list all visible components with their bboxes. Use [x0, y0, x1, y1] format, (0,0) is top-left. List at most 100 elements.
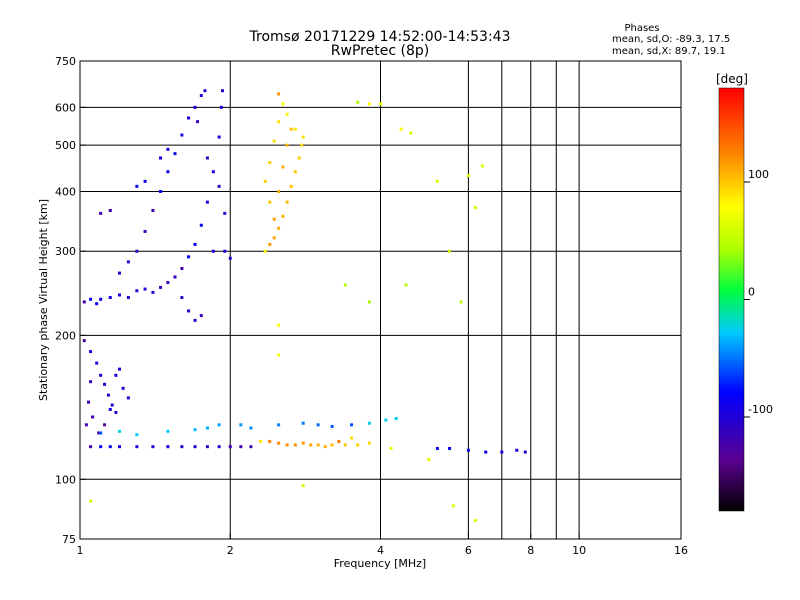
data-point — [95, 361, 99, 365]
data-point — [193, 445, 197, 449]
colorbar: [deg] 100 0 -100 — [716, 72, 773, 512]
data-point — [211, 170, 215, 174]
data-point — [293, 170, 297, 174]
data-point — [193, 318, 197, 322]
data-point — [135, 445, 139, 449]
data-point — [135, 184, 139, 188]
data-point — [95, 302, 99, 306]
data-point — [239, 423, 243, 427]
data-point — [199, 223, 203, 227]
data-point — [121, 386, 125, 390]
data-point — [99, 445, 103, 449]
data-point — [166, 445, 170, 449]
data-point — [356, 443, 360, 447]
data-point — [367, 441, 371, 445]
data-point — [379, 102, 382, 106]
data-point — [166, 170, 170, 174]
y-tick-label: 100 — [55, 473, 76, 486]
data-point — [448, 249, 452, 253]
data-point — [394, 417, 398, 421]
colorbar-ticks: 100 0 -100 — [744, 168, 773, 418]
data-point — [82, 300, 86, 304]
data-point — [316, 443, 320, 447]
data-point — [151, 445, 155, 449]
x-tick-label: 4 — [377, 544, 384, 557]
colorbar-gradient — [718, 87, 745, 512]
data-point — [466, 174, 470, 178]
data-point — [89, 350, 93, 354]
data-point — [166, 281, 170, 285]
data-point — [300, 143, 304, 147]
data-point — [515, 448, 519, 452]
data-points — [82, 89, 527, 522]
x-tick-label: 16 — [674, 544, 688, 557]
data-point — [135, 433, 139, 437]
data-point — [205, 200, 209, 204]
data-point — [203, 89, 207, 93]
data-point — [350, 436, 354, 440]
data-point — [187, 309, 191, 313]
x-tick-label: 1 — [77, 544, 84, 557]
data-point — [293, 127, 297, 131]
data-point — [118, 429, 122, 433]
y-tick-label: 200 — [55, 329, 76, 342]
y-tick-label: 300 — [55, 245, 76, 258]
data-point — [343, 283, 347, 287]
data-point — [297, 156, 301, 160]
data-point — [272, 139, 276, 143]
data-point — [126, 396, 130, 400]
x-tick-label: 8 — [527, 544, 534, 557]
data-point — [196, 120, 200, 124]
y-tick-label: 75 — [62, 533, 76, 546]
data-point — [199, 314, 203, 318]
data-point — [166, 429, 170, 433]
data-point — [89, 499, 93, 503]
colorbar-tick-label: 100 — [748, 168, 769, 181]
data-point — [277, 441, 281, 445]
data-point — [159, 189, 163, 193]
data-point — [82, 339, 86, 343]
data-point — [166, 147, 170, 151]
data-point — [301, 484, 305, 488]
x-tick-label: 6 — [465, 544, 472, 557]
data-point — [367, 102, 371, 106]
data-point — [173, 275, 177, 279]
data-point — [99, 297, 103, 301]
data-point — [84, 423, 88, 427]
data-point — [356, 100, 360, 104]
data-point — [277, 120, 281, 124]
data-point — [285, 443, 289, 447]
data-point — [193, 242, 197, 246]
data-point — [277, 92, 281, 96]
data-point — [466, 448, 470, 452]
data-point — [289, 127, 293, 131]
data-point — [301, 135, 305, 139]
data-point — [228, 256, 232, 260]
data-point — [217, 184, 221, 188]
data-point — [211, 249, 215, 253]
data-point — [239, 445, 243, 449]
chart-title: Tromsø 20171229 14:52:00-14:53:43 — [249, 29, 511, 45]
data-point — [143, 229, 147, 233]
data-point — [180, 296, 184, 300]
chart-subtitle: RwPretec (8p) — [331, 43, 429, 59]
data-point — [187, 116, 191, 120]
data-point — [473, 518, 477, 522]
data-point — [143, 287, 147, 291]
data-point — [180, 445, 184, 449]
data-point — [281, 165, 285, 169]
data-point — [199, 94, 203, 98]
data-point — [484, 450, 488, 454]
data-point — [118, 271, 122, 275]
data-point — [277, 423, 281, 427]
data-point — [135, 249, 139, 253]
data-point — [367, 421, 371, 425]
data-point — [523, 450, 527, 454]
data-point — [281, 214, 285, 218]
data-point — [89, 297, 93, 301]
data-point — [89, 380, 93, 384]
data-point — [272, 217, 276, 221]
data-point — [228, 445, 232, 449]
data-point — [293, 443, 297, 447]
y-tick-label: 400 — [55, 185, 76, 198]
